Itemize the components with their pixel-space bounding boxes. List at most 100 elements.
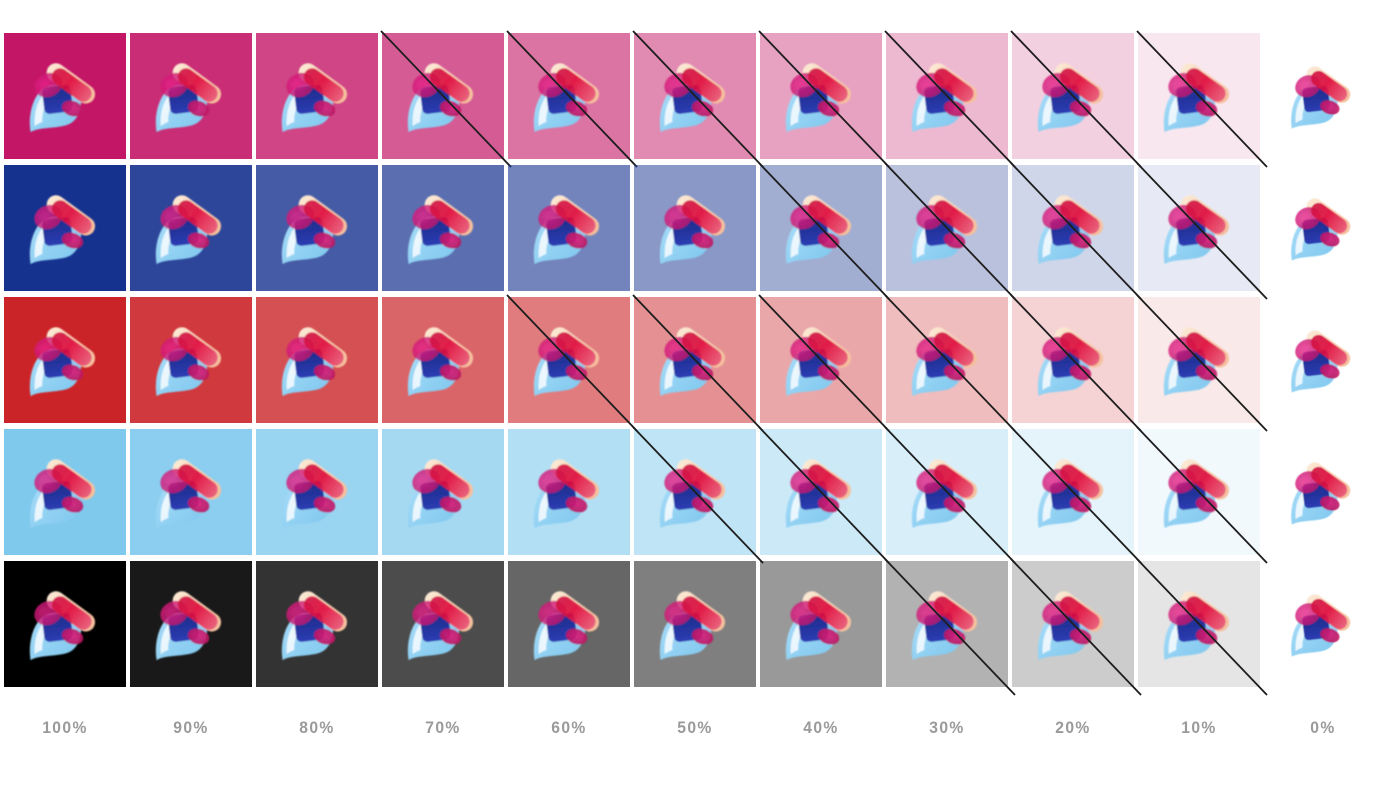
brand-logo [275, 448, 359, 532]
brand-logo [1285, 188, 1361, 264]
tint-cell-black-30 [884, 558, 1016, 696]
strike-line [632, 294, 764, 432]
brand-logo [149, 580, 233, 664]
tint-cell-red-50 [632, 294, 764, 432]
tint-cell-black-20 [1010, 558, 1142, 696]
brand-logo [401, 184, 485, 268]
strike-line [1010, 426, 1142, 564]
strike-line [758, 30, 890, 168]
tint-cell-light-blue-30 [884, 426, 1016, 564]
strike-line [758, 162, 890, 300]
tint-cell-black-100 [4, 561, 126, 687]
tint-cell-light-blue-90 [130, 429, 252, 555]
brand-logo [1285, 452, 1361, 528]
tint-cell-black-50 [634, 561, 756, 687]
tint-cell-light-blue-20 [1010, 426, 1142, 564]
tint-cell-light-blue-100 [4, 429, 126, 555]
tint-cell-navy-blue-90 [130, 165, 252, 291]
tint-cell-red-80 [256, 297, 378, 423]
strike-line [1136, 426, 1268, 564]
opacity-label-80: 80% [299, 718, 335, 737]
tint-cell-light-blue-10 [1136, 426, 1268, 564]
brand-logo [23, 316, 107, 400]
tint-cell-red-70 [382, 297, 504, 423]
brand-logo [401, 316, 485, 400]
brand-logo [1285, 56, 1361, 132]
opacity-label-0: 0% [1310, 718, 1336, 737]
strike-line [1010, 162, 1142, 300]
brand-logo [1285, 584, 1361, 660]
tint-cell-red-100 [4, 297, 126, 423]
brand-logo [149, 316, 233, 400]
tint-cell-red-60 [506, 294, 638, 432]
brand-logo [275, 184, 359, 268]
brand-logo [23, 580, 107, 664]
tint-cell-navy-blue-50 [634, 165, 756, 291]
tint-cell-navy-blue-80 [256, 165, 378, 291]
opacity-label-50: 50% [677, 718, 713, 737]
tint-cell-black-10 [1136, 558, 1268, 696]
tint-cell-navy-blue-0 [1284, 165, 1362, 291]
tint-cell-magenta-100 [4, 33, 126, 159]
strike-line [506, 30, 638, 168]
tint-cell-red-90 [130, 297, 252, 423]
opacity-label-40: 40% [803, 718, 839, 737]
strike-line [632, 426, 764, 564]
opacity-label-70: 70% [425, 718, 461, 737]
tint-cell-light-blue-60 [508, 429, 630, 555]
strike-line [758, 294, 890, 432]
tint-cell-red-0 [1284, 297, 1362, 423]
strike-line [1136, 294, 1268, 432]
tint-cell-navy-blue-60 [508, 165, 630, 291]
brand-logo [401, 580, 485, 664]
opacity-label-100: 100% [42, 718, 88, 737]
brand-logo [149, 448, 233, 532]
strike-line [884, 162, 1016, 300]
tint-cell-black-90 [130, 561, 252, 687]
brand-logo [527, 184, 611, 268]
brand-logo [779, 580, 863, 664]
strike-line [884, 558, 1016, 696]
tint-cell-light-blue-80 [256, 429, 378, 555]
tint-cell-black-0 [1284, 561, 1362, 687]
opacity-label-90: 90% [173, 718, 209, 737]
tint-cell-light-blue-50 [632, 426, 764, 564]
tint-cell-light-blue-40 [758, 426, 890, 564]
brand-logo [527, 448, 611, 532]
strike-line [632, 30, 764, 168]
brand-logo [275, 316, 359, 400]
strike-line [884, 294, 1016, 432]
brand-logo [275, 580, 359, 664]
strike-line [380, 30, 512, 168]
tint-cell-navy-blue-20 [1010, 162, 1142, 300]
tint-cell-red-30 [884, 294, 1016, 432]
tint-cell-navy-blue-10 [1136, 162, 1268, 300]
strike-line [758, 426, 890, 564]
tint-cell-magenta-90 [130, 33, 252, 159]
tint-cell-navy-blue-100 [4, 165, 126, 291]
strike-line [884, 426, 1016, 564]
tint-cell-navy-blue-70 [382, 165, 504, 291]
brand-logo [653, 580, 737, 664]
tint-cell-black-70 [382, 561, 504, 687]
strike-line [1136, 162, 1268, 300]
opacity-label-20: 20% [1055, 718, 1091, 737]
tint-cell-magenta-30 [884, 30, 1016, 168]
strike-line [506, 294, 638, 432]
tint-cell-red-40 [758, 294, 890, 432]
strike-line [1136, 30, 1268, 168]
tint-cell-navy-blue-30 [884, 162, 1016, 300]
brand-logo [149, 184, 233, 268]
brand-logo [23, 448, 107, 532]
strike-line [1136, 558, 1268, 696]
strike-line [1010, 294, 1142, 432]
tint-cell-magenta-60 [506, 30, 638, 168]
opacity-label-60: 60% [551, 718, 587, 737]
tint-cell-light-blue-0 [1284, 429, 1362, 555]
tint-cell-magenta-40 [758, 30, 890, 168]
strike-line [1010, 30, 1142, 168]
brand-logo [149, 52, 233, 136]
brand-logo [23, 184, 107, 268]
tint-cell-black-40 [760, 561, 882, 687]
